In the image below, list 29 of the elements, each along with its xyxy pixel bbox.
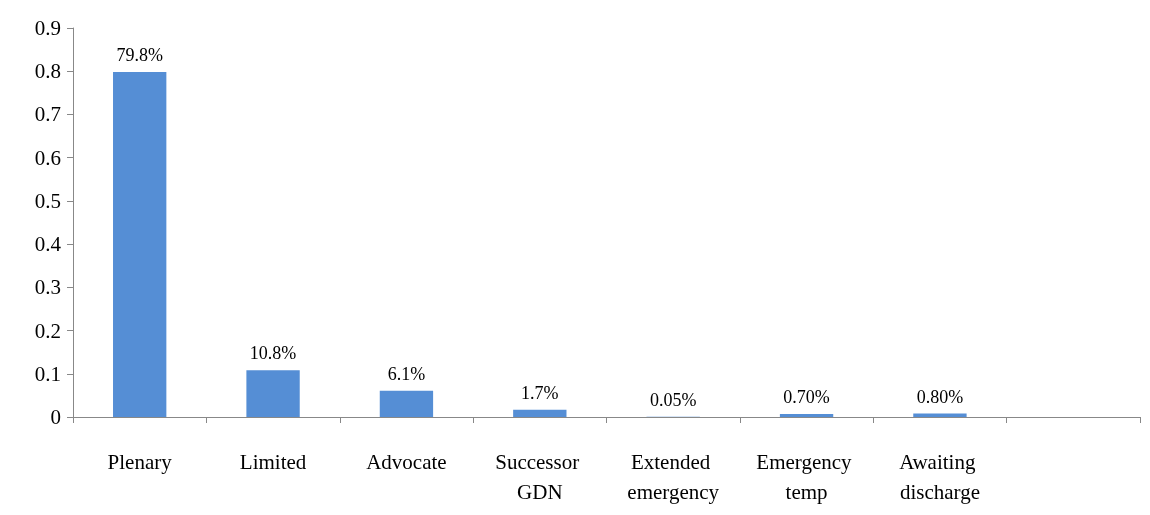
bar	[246, 370, 300, 417]
y-tick-label: 0.4	[34, 232, 62, 257]
y-tick-label: 0.8	[34, 59, 61, 84]
y-tick-label: 0.7	[34, 102, 61, 127]
data-label: 1.7%	[521, 382, 559, 403]
y-tick-label: 0.2	[34, 318, 61, 343]
bar	[113, 72, 167, 417]
x-tick-label: Awaiting discharge	[899, 450, 981, 504]
data-label: 79.8%	[116, 45, 163, 66]
x-tick-label: Extended emergency	[627, 450, 720, 504]
bar	[379, 390, 434, 417]
y-tick-label: 0.6	[34, 145, 61, 170]
bar	[513, 409, 567, 417]
y-tick-label: 0	[50, 405, 61, 429]
x-tick-label: Successor GDN	[495, 450, 585, 504]
y-tick-label: 0.1	[34, 361, 61, 386]
data-label: 6.1%	[387, 363, 426, 384]
data-label: 0.70%	[783, 386, 830, 407]
x-tick-label: Advocate	[366, 450, 447, 474]
x-tick-label: Limited	[239, 450, 307, 474]
y-tick-label: 0.3	[34, 275, 61, 300]
x-tick-label: Plenary	[107, 450, 173, 474]
x-tick-label: Emergency temp	[756, 450, 857, 504]
bar	[779, 413, 834, 417]
data-label: 0.80%	[916, 386, 964, 407]
data-label: 0.05%	[649, 389, 697, 410]
y-tick-label: 0.9	[34, 16, 61, 40]
y-tick-label: 0.5	[34, 188, 61, 213]
data-label: 10.8%	[249, 343, 297, 364]
